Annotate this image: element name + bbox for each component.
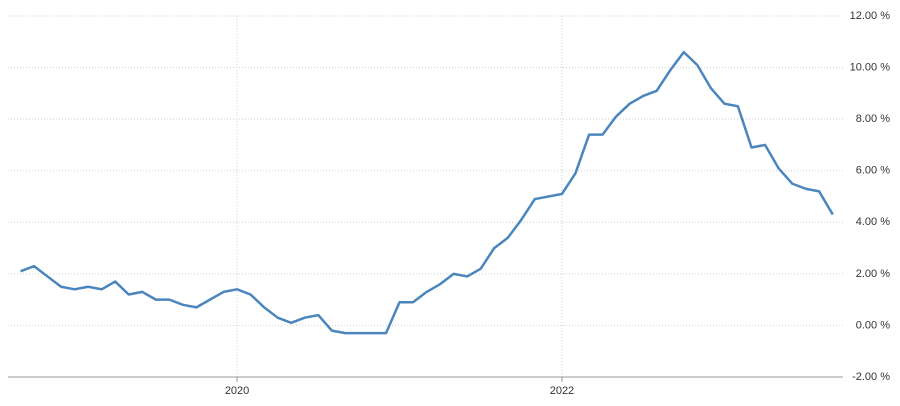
y-tick-label: 12.00 % bbox=[850, 10, 891, 22]
y-tick-label: 8.00 % bbox=[856, 113, 890, 125]
y-tick-label: 4.00 % bbox=[856, 216, 890, 228]
y-tick-label: -2.00 % bbox=[852, 371, 890, 383]
x-tick-label: 2020 bbox=[225, 385, 249, 397]
y-tick-label: 6.00 % bbox=[856, 165, 890, 177]
line-series bbox=[20, 50, 834, 335]
y-tick-label: 2.00 % bbox=[856, 268, 890, 280]
y-tick-label: 0.00 % bbox=[856, 319, 890, 331]
y-tick-label: 10.00 % bbox=[850, 61, 891, 73]
x-tick-label: 2022 bbox=[550, 385, 574, 397]
